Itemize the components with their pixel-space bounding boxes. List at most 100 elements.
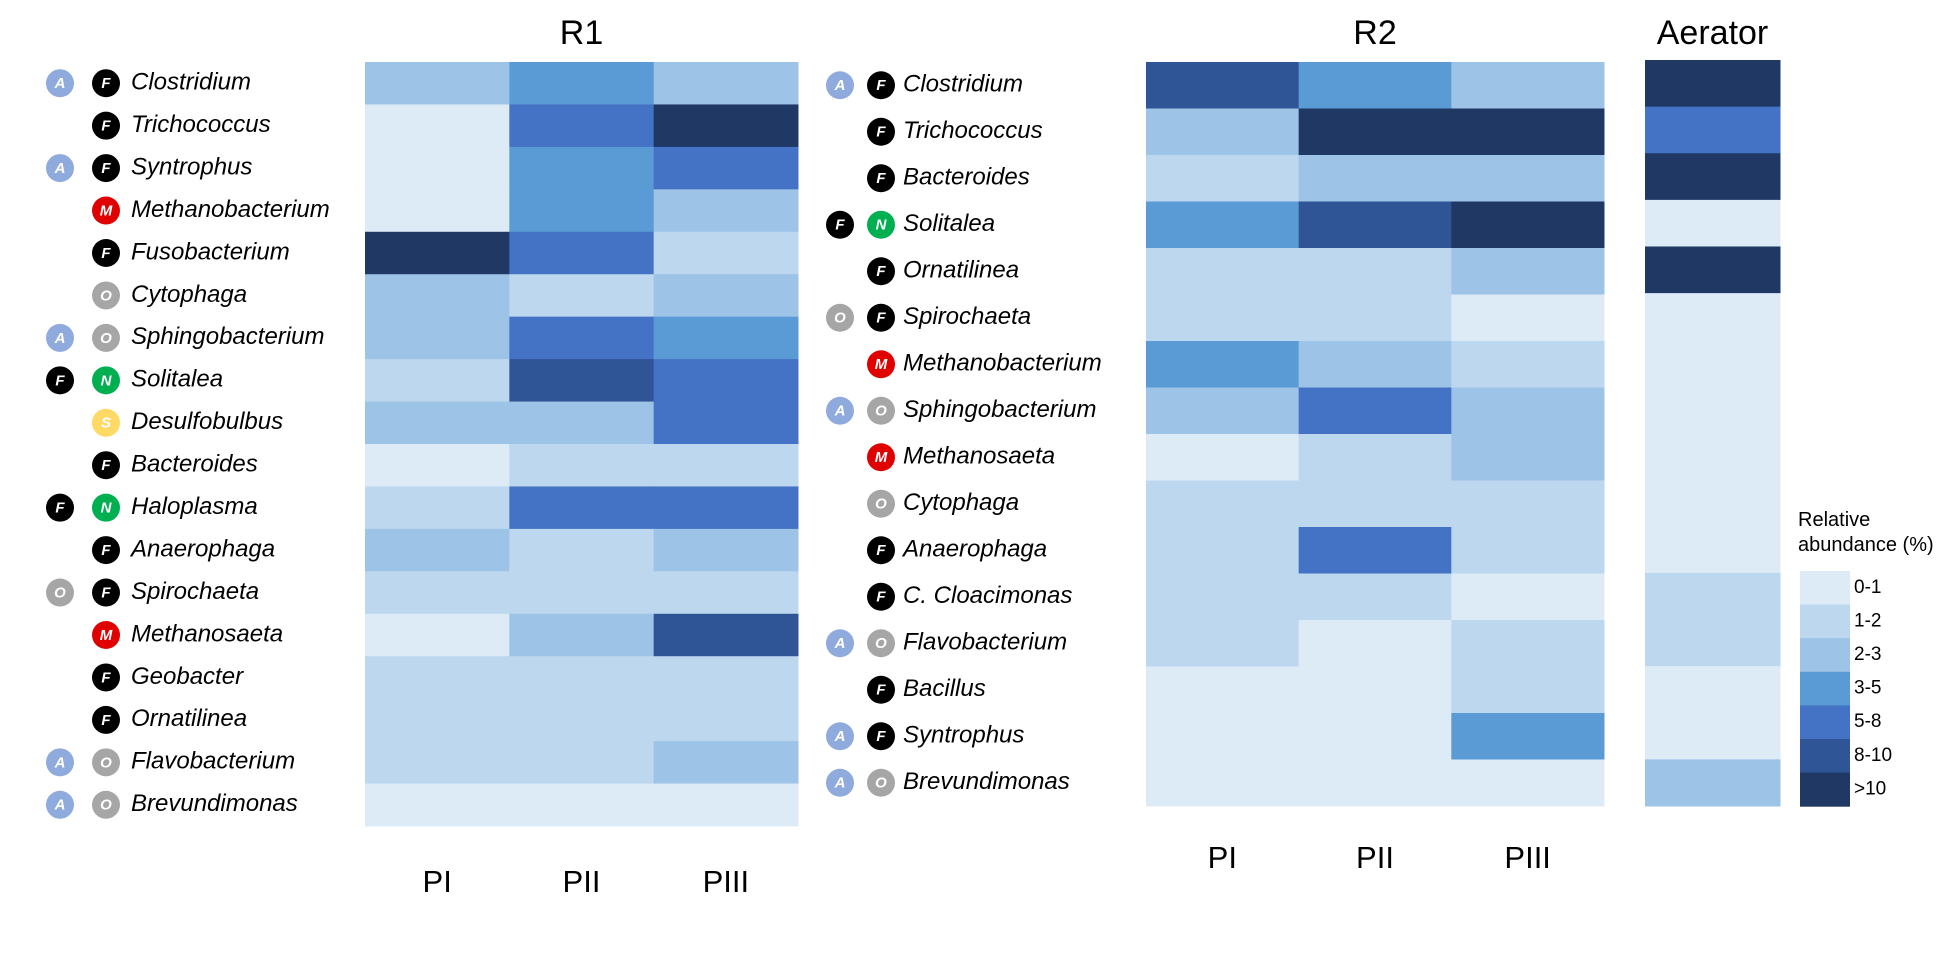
- badge: [92, 578, 120, 607]
- heatmap-cell: [1451, 108, 1605, 156]
- column-label: PII: [1356, 840, 1394, 875]
- heatmap-cell: [1645, 153, 1781, 201]
- heatmap-cell: [653, 359, 799, 403]
- heatmap-cell: [653, 274, 799, 318]
- badge: [92, 621, 120, 649]
- heatmap-cell: [509, 146, 655, 190]
- row-label: Methanobacterium: [903, 350, 1102, 377]
- row-label: Anaerophaga: [901, 536, 1047, 563]
- badge-letter: O: [875, 775, 887, 792]
- badge: [867, 489, 895, 518]
- heatmap-cell: [1146, 108, 1300, 156]
- row-label: Methanobacterium: [131, 196, 330, 223]
- heatmap-cell: [1146, 620, 1300, 667]
- heatmap-cell: [1146, 387, 1300, 435]
- row-label: Brevundimonas: [131, 790, 298, 817]
- heatmap-cell: [1645, 526, 1781, 574]
- heatmap-cell: [1451, 759, 1605, 807]
- heatmap-cell: [365, 104, 510, 148]
- heatmap-cell: [509, 316, 655, 360]
- legend-swatch: [1800, 739, 1850, 774]
- heatmap-cell: [509, 104, 655, 148]
- badge-letter: O: [875, 496, 887, 513]
- heatmap-cell: [1451, 620, 1605, 667]
- row-label: Methanosaeta: [131, 620, 283, 647]
- badge-letter: F: [876, 728, 886, 745]
- badge: [826, 722, 854, 751]
- heatmap-cell: [365, 571, 510, 615]
- heatmap-cell: [1645, 246, 1781, 294]
- row-label: Cytophaga: [131, 281, 247, 308]
- badge: [92, 69, 120, 98]
- heatmap-cell: [1645, 199, 1781, 247]
- heatmap-cell: [365, 656, 510, 700]
- heatmap-cell: [365, 316, 510, 360]
- heatmap-cell: [365, 401, 510, 445]
- badge-letter: F: [101, 160, 111, 177]
- row-label: Brevundimonas: [903, 768, 1070, 795]
- legend-label: 1-2: [1854, 610, 1881, 631]
- badge-letter: O: [834, 310, 846, 327]
- badge-letter: F: [101, 457, 111, 474]
- row-label: Trichococcus: [131, 111, 271, 138]
- heatmap-cell: [509, 486, 655, 530]
- badge-letter: F: [835, 217, 845, 234]
- heatmap-cell: [1451, 294, 1605, 342]
- heatmap-cell: [1451, 527, 1605, 574]
- row-label: Geobacter: [131, 663, 244, 690]
- badge-letter: A: [834, 728, 846, 745]
- heatmap-cell: [1451, 155, 1605, 202]
- heatmap-cell: [1298, 434, 1452, 481]
- heatmap-cell: [365, 741, 510, 785]
- badge-letter: M: [875, 356, 888, 373]
- badge: [92, 323, 120, 352]
- heatmap-cell: [653, 316, 799, 360]
- heatmap-cell: [1451, 201, 1605, 249]
- row-label: Fusobacterium: [131, 238, 290, 265]
- row-label: Flavobacterium: [131, 748, 295, 775]
- badge-letter: N: [101, 372, 113, 389]
- heatmap-cell: [653, 656, 799, 700]
- heatmap-cell: [1645, 106, 1781, 154]
- heatmap-cell: [365, 146, 510, 190]
- badge-letter: F: [101, 75, 111, 92]
- heatmap-cell: [1146, 434, 1300, 481]
- heatmap-cell: [1451, 387, 1605, 435]
- badge-letter: O: [875, 403, 887, 420]
- legend-swatch: [1800, 772, 1850, 807]
- heatmap-cell: [1146, 480, 1300, 528]
- badge-letter: A: [834, 635, 846, 652]
- badge-letter: F: [876, 263, 886, 280]
- heatmap-cell: [1146, 201, 1300, 249]
- heatmap-cell: [653, 62, 799, 105]
- badge-letter: O: [100, 754, 112, 771]
- badge-letter: A: [54, 75, 66, 92]
- legend-label: 3-5: [1854, 678, 1881, 699]
- row-label: Ornatilinea: [131, 705, 247, 732]
- heatmap-cell: [1146, 248, 1300, 295]
- heatmap-cell: [365, 189, 510, 233]
- heatmap-cell: [1645, 293, 1781, 341]
- row-label: Solitalea: [903, 210, 995, 237]
- badge: [867, 768, 895, 797]
- row-label: Anaerophaga: [129, 535, 275, 562]
- badge-letter: A: [54, 330, 66, 347]
- column-label: PI: [423, 864, 452, 899]
- badge: [867, 396, 895, 425]
- badge-letter: A: [834, 775, 846, 792]
- badge-letter: F: [101, 669, 111, 686]
- heatmap-cell: [365, 231, 510, 275]
- badge: [867, 210, 895, 239]
- heatmap-cell: [509, 62, 655, 105]
- heatmap-cell: [365, 486, 510, 530]
- heatmap-cell: [1451, 480, 1605, 528]
- heatmap-cell: [365, 62, 510, 105]
- heatmap-cell: [653, 486, 799, 530]
- heatmap-cell: [653, 444, 799, 487]
- row-label: Desulfobulbus: [131, 408, 283, 435]
- badge: [867, 629, 895, 658]
- heatmap-cell: [365, 274, 510, 318]
- badge-letter: A: [54, 797, 66, 814]
- panel-title: R2: [1353, 14, 1396, 52]
- heatmap-cell: [653, 571, 799, 615]
